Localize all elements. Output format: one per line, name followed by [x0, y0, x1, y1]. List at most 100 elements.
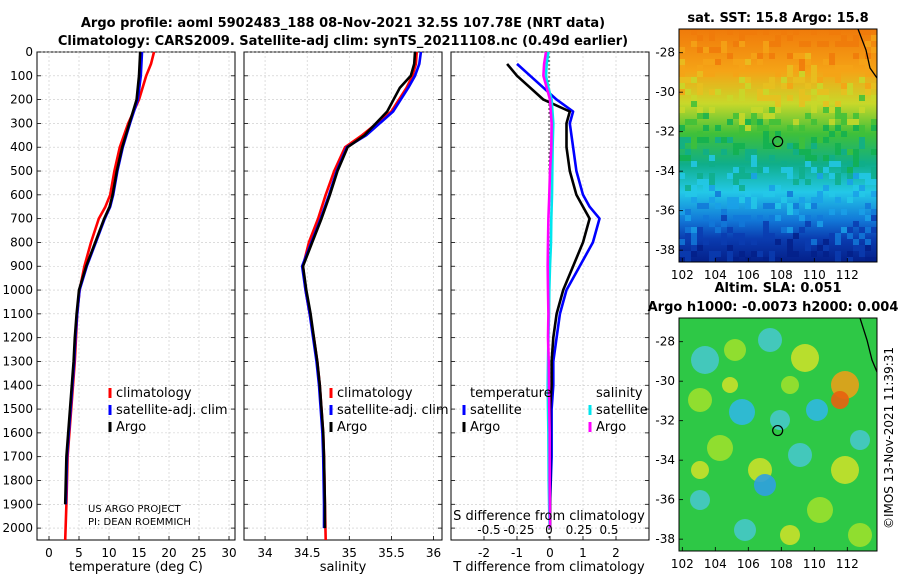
sst-pixel [847, 197, 853, 203]
sla-blob [831, 456, 859, 484]
sst-pixel [847, 167, 853, 173]
sst-pixel [679, 59, 685, 65]
y-tick-label: 800 [10, 235, 33, 249]
sst-pixel [745, 203, 751, 209]
sst-pixel [697, 83, 703, 89]
sst-pixel [757, 215, 763, 221]
sst-pixel [727, 29, 733, 35]
map-y-tick-label: -32 [655, 414, 675, 428]
s-tick-label: 0.5 [599, 523, 618, 537]
sst-pixel [775, 41, 781, 47]
sst-pixel [733, 113, 739, 119]
sst-pixel [691, 77, 697, 83]
sst-pixel [811, 89, 817, 95]
sst-pixel [799, 227, 805, 233]
map-y-tick-label: -38 [655, 532, 675, 546]
sst-pixel [775, 101, 781, 107]
sst-pixel [739, 185, 745, 191]
sst-pixel [871, 119, 877, 125]
sst-pixel [793, 119, 799, 125]
sst-pixel [721, 221, 727, 227]
sst-pixel [763, 113, 769, 119]
sst-pixel [751, 173, 757, 179]
sst-pixel [817, 77, 823, 83]
sst-pixel [817, 41, 823, 47]
sst-pixel [817, 221, 823, 227]
sst-pixel [787, 251, 793, 257]
y-tick-label: 300 [10, 116, 33, 130]
sla-blob [758, 328, 782, 352]
sst-pixel [769, 191, 775, 197]
sst-pixel [871, 47, 877, 53]
sst-pixel [703, 125, 709, 131]
sst-pixel [745, 197, 751, 203]
sla-blob [690, 490, 710, 510]
sst-pixel [829, 29, 835, 35]
sla-blob [707, 435, 733, 461]
sst-pixel [721, 41, 727, 47]
y-tick-label: 1600 [2, 426, 33, 440]
salinity-xlabel: salinity [320, 560, 367, 575]
sst-pixel [727, 137, 733, 143]
sst-pixel [787, 53, 793, 59]
map-x-tick-label: 102 [671, 557, 694, 571]
sst-pixel [709, 47, 715, 53]
sst-pixel [679, 251, 685, 257]
sst-pixel [697, 263, 703, 269]
sst-pixel [817, 197, 823, 203]
sst-pixel [769, 107, 775, 113]
sst-pixel [697, 131, 703, 137]
x-tick-label: 2 [612, 546, 620, 560]
sst-pixel [769, 119, 775, 125]
sst-pixel [835, 41, 841, 47]
sst-pixel [685, 137, 691, 143]
sst-pixel [685, 209, 691, 215]
sst-pixel [829, 59, 835, 65]
legend-label: Argo [596, 420, 626, 435]
map-y-tick-label: -36 [655, 204, 675, 218]
sst-pixel [733, 41, 739, 47]
sst-pixel [763, 89, 769, 95]
sst-pixel [739, 167, 745, 173]
sst-pixel [829, 209, 835, 215]
sst-pixel [865, 215, 871, 221]
sst-pixel [703, 239, 709, 245]
map-x-tick-label: 106 [737, 557, 760, 571]
sst-pixel [727, 119, 733, 125]
sst-pixel [817, 83, 823, 89]
sst-pixel [811, 143, 817, 149]
sst-pixel [793, 209, 799, 215]
figure-title-line1: Argo profile: aoml 5902483_188 08-Nov-20… [81, 16, 605, 31]
sst-pixel [691, 29, 697, 35]
sst-pixel [763, 29, 769, 35]
sst-pixel [685, 89, 691, 95]
sst-pixel [781, 77, 787, 83]
legend-label: Argo [470, 420, 500, 435]
sst-pixel [841, 227, 847, 233]
sst-pixel [871, 191, 877, 197]
sst-pixel [745, 149, 751, 155]
sst-pixel [685, 233, 691, 239]
y-tick-label: 1500 [2, 402, 33, 416]
sst-pixel [781, 227, 787, 233]
sst-pixel [715, 251, 721, 257]
sst-pixel [877, 95, 883, 101]
sst-pixel [709, 35, 715, 41]
sst-pixel [763, 47, 769, 53]
sst-pixel [739, 197, 745, 203]
sst-pixel [697, 203, 703, 209]
imos-stamp: ©IMOS 13-Nov-2021 11:39:31 [882, 347, 896, 529]
sst-pixel [817, 215, 823, 221]
x-tick-label: 20 [161, 546, 176, 560]
sst-pixel [853, 119, 859, 125]
y-tick-label: 0 [25, 45, 33, 59]
sst-pixel [709, 59, 715, 65]
sst-pixel [841, 209, 847, 215]
sst-pixel [679, 77, 685, 83]
sst-pixel [865, 53, 871, 59]
sst-pixel [877, 101, 883, 107]
sst-pixel [691, 251, 697, 257]
sst-pixel [799, 215, 805, 221]
sst-pixel [763, 143, 769, 149]
sst-pixel [787, 167, 793, 173]
